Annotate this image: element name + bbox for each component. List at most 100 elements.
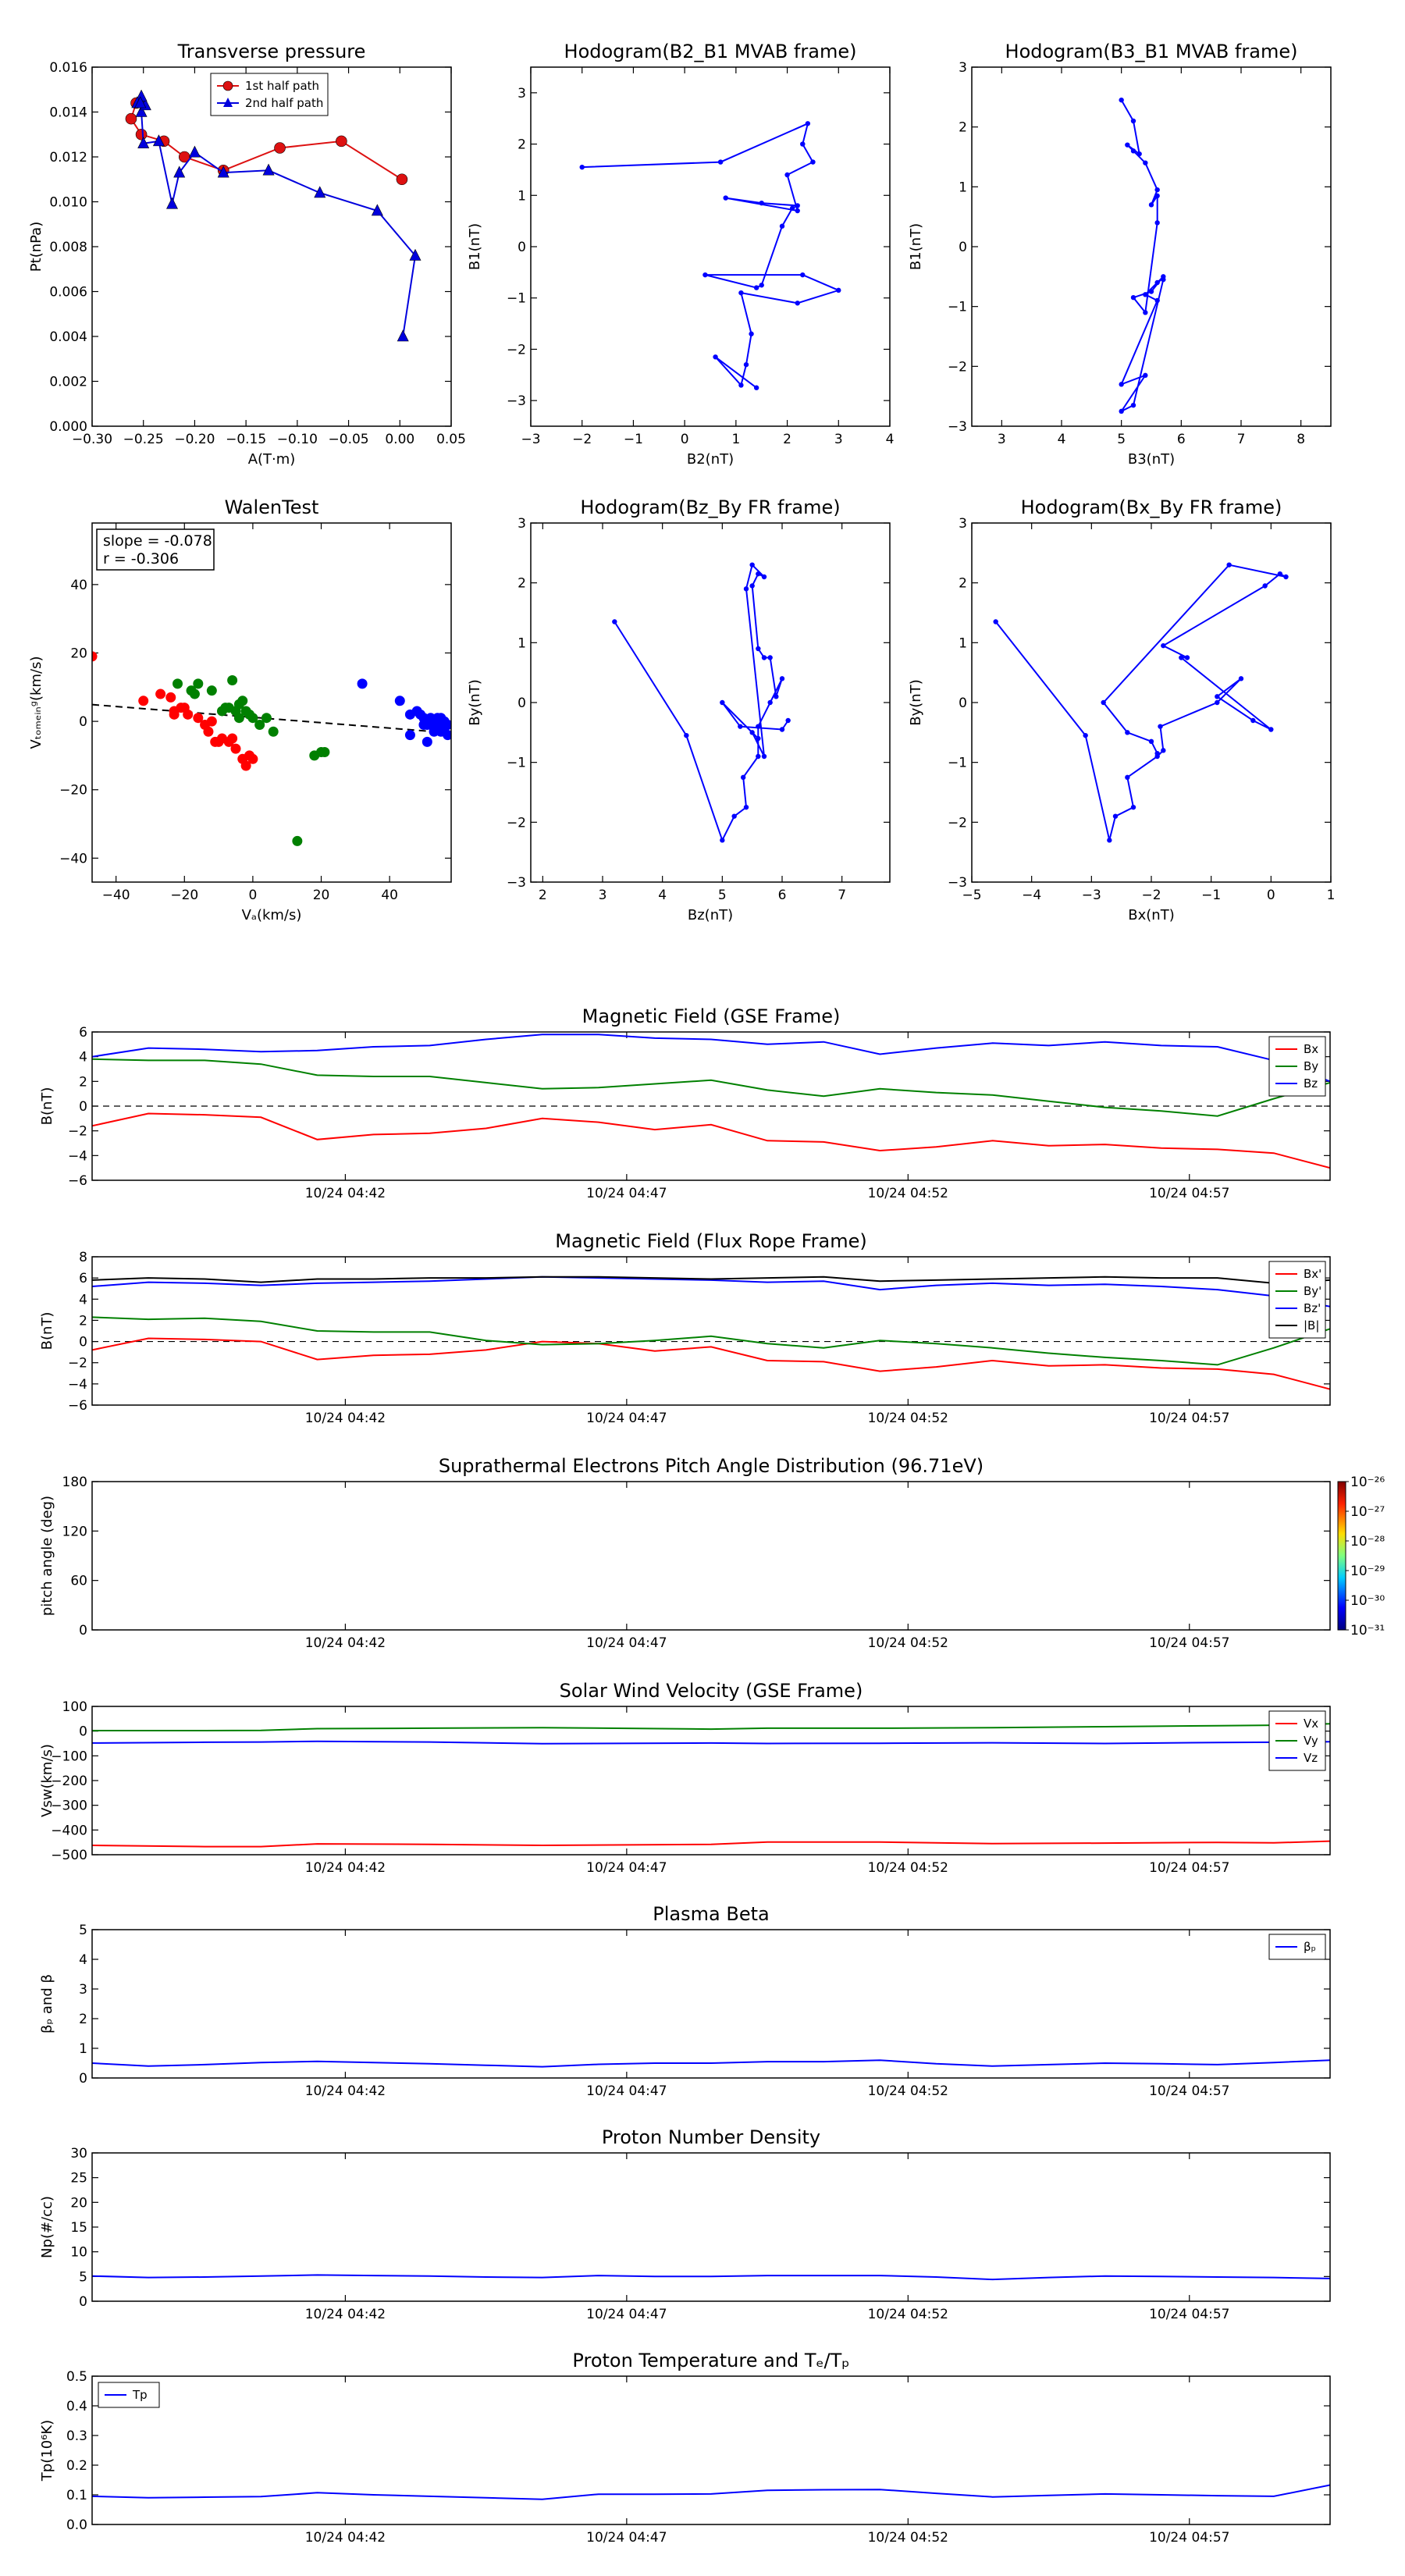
data-point	[404, 730, 415, 741]
y-tick-label: −1	[507, 291, 526, 307]
data-point	[738, 724, 743, 729]
data-point	[396, 173, 408, 186]
data-point	[1215, 699, 1220, 706]
data-point	[173, 678, 183, 689]
data-point	[1158, 724, 1163, 729]
y-axis-label: B(nT)	[39, 1087, 55, 1126]
y-tick-label: 0	[959, 240, 967, 255]
series-line	[92, 1840, 1330, 1848]
x-axis-label: A(T·m)	[248, 451, 296, 468]
data-point	[756, 735, 761, 742]
y-tick-label: 30	[70, 2146, 87, 2161]
data-point	[738, 382, 744, 388]
data-point	[1143, 292, 1148, 297]
data-point	[779, 676, 785, 681]
data-point	[292, 835, 303, 846]
data-point	[743, 586, 749, 592]
y-axis-label: By(nT)	[908, 679, 924, 725]
legend-label: Tp	[132, 2388, 148, 2402]
y-tick-label: −100	[51, 1749, 87, 1764]
data-point	[1179, 655, 1184, 660]
legend: Bx' By' Bz' |B|	[1268, 1261, 1326, 1339]
y-tick-label: −20	[59, 783, 87, 799]
data-point	[774, 694, 779, 699]
data-point	[155, 688, 166, 699]
chart-title: Solar Wind Velocity (GSE Frame)	[560, 1680, 863, 1702]
y-tick-label: 15	[70, 2220, 87, 2236]
y-tick-label: 4	[79, 1050, 87, 1066]
y-tick-label: 1	[518, 635, 526, 651]
data-point	[240, 706, 251, 717]
data-point	[753, 285, 759, 290]
y-tick-label: 2	[959, 576, 967, 592]
x-tick-label: 10/24 04:52	[868, 2083, 948, 2099]
x-tick-label: 8	[1297, 432, 1305, 447]
data-point	[1277, 571, 1283, 577]
chart-proton_density: Proton Number Density 0 5 10 15 20 25 30 10/24 0…	[39, 2126, 1331, 2322]
data-point	[1119, 408, 1124, 415]
plot-frame	[530, 522, 891, 883]
series-line	[92, 1337, 1330, 1390]
data-point	[1148, 202, 1154, 208]
y-tick-label: 1	[959, 180, 967, 195]
legend-label: By	[1304, 1059, 1318, 1073]
x-tick-label: −0.15	[226, 432, 266, 447]
legend-label: Bz'	[1304, 1301, 1321, 1315]
data-point	[425, 716, 436, 727]
x-tick-label: 6	[778, 888, 787, 903]
y-tick-label: 0.3	[66, 2428, 87, 2444]
data-point	[436, 713, 446, 724]
x-tick-label: 10/24 04:42	[305, 1860, 386, 1876]
x-tick-label: 2	[783, 432, 791, 447]
chart-title: Proton Number Density	[602, 2126, 820, 2148]
data-point	[749, 562, 755, 568]
y-axis-label: Vsw(km/s)	[39, 1744, 55, 1817]
y-tick-label: 0.006	[49, 285, 87, 301]
data-point	[173, 165, 186, 178]
data-point	[756, 571, 761, 577]
data-point	[720, 699, 725, 706]
data-point	[1119, 97, 1124, 103]
x-tick-label: 4	[658, 888, 667, 903]
data-point	[1107, 838, 1112, 843]
plot-area	[92, 1276, 1330, 1390]
y-tick-label: 0	[79, 2294, 87, 2310]
data-point	[429, 726, 439, 737]
data-point	[785, 717, 791, 724]
chart-title: Hodogram(B3_B1 MVAB frame)	[1005, 41, 1298, 62]
data-point	[1125, 774, 1130, 781]
colorbar	[1337, 1481, 1346, 1631]
data-point	[1161, 642, 1166, 649]
y-tick-label: 2	[79, 1074, 87, 1090]
legend-label: Vy	[1304, 1734, 1318, 1748]
y-axis-label: Np(#/cc)	[39, 2196, 55, 2258]
data-point	[227, 675, 238, 686]
data-point	[800, 141, 806, 147]
y-tick-label: 2	[79, 1313, 87, 1329]
chart-suprathermal_pad: Suprathermal Electrons Pitch Angle Distr…	[39, 1455, 1385, 1651]
data-point	[230, 743, 241, 754]
x-tick-label: 10/24 04:47	[586, 1635, 667, 1651]
data-point	[1161, 748, 1166, 753]
chart-transverse_pressure: Transverse pressure 0.000 0.002 0.004 0.006 0…	[28, 41, 466, 468]
data-point	[217, 165, 229, 178]
y-tick-label: 0.5	[66, 2369, 87, 2385]
series-line	[92, 1058, 1330, 1117]
y-tick-label: −2	[507, 815, 526, 831]
data-point	[152, 134, 165, 147]
x-tick-label: 10/24 04:57	[1149, 1860, 1229, 1876]
data-point	[759, 283, 764, 288]
data-point	[1161, 276, 1166, 283]
y-axis-label: Pt(nPa)	[28, 222, 44, 272]
data-point	[579, 164, 585, 170]
y-tick-label: −200	[51, 1774, 87, 1789]
plot-frame	[91, 1929, 1331, 2079]
x-axis-label: B2(nT)	[687, 451, 734, 468]
data-point	[756, 753, 761, 760]
y-tick-label: 3	[959, 60, 967, 76]
data-point	[274, 142, 286, 154]
data-point	[165, 692, 176, 703]
plot-area	[92, 651, 451, 846]
y-tick-label: 20	[70, 2195, 87, 2211]
